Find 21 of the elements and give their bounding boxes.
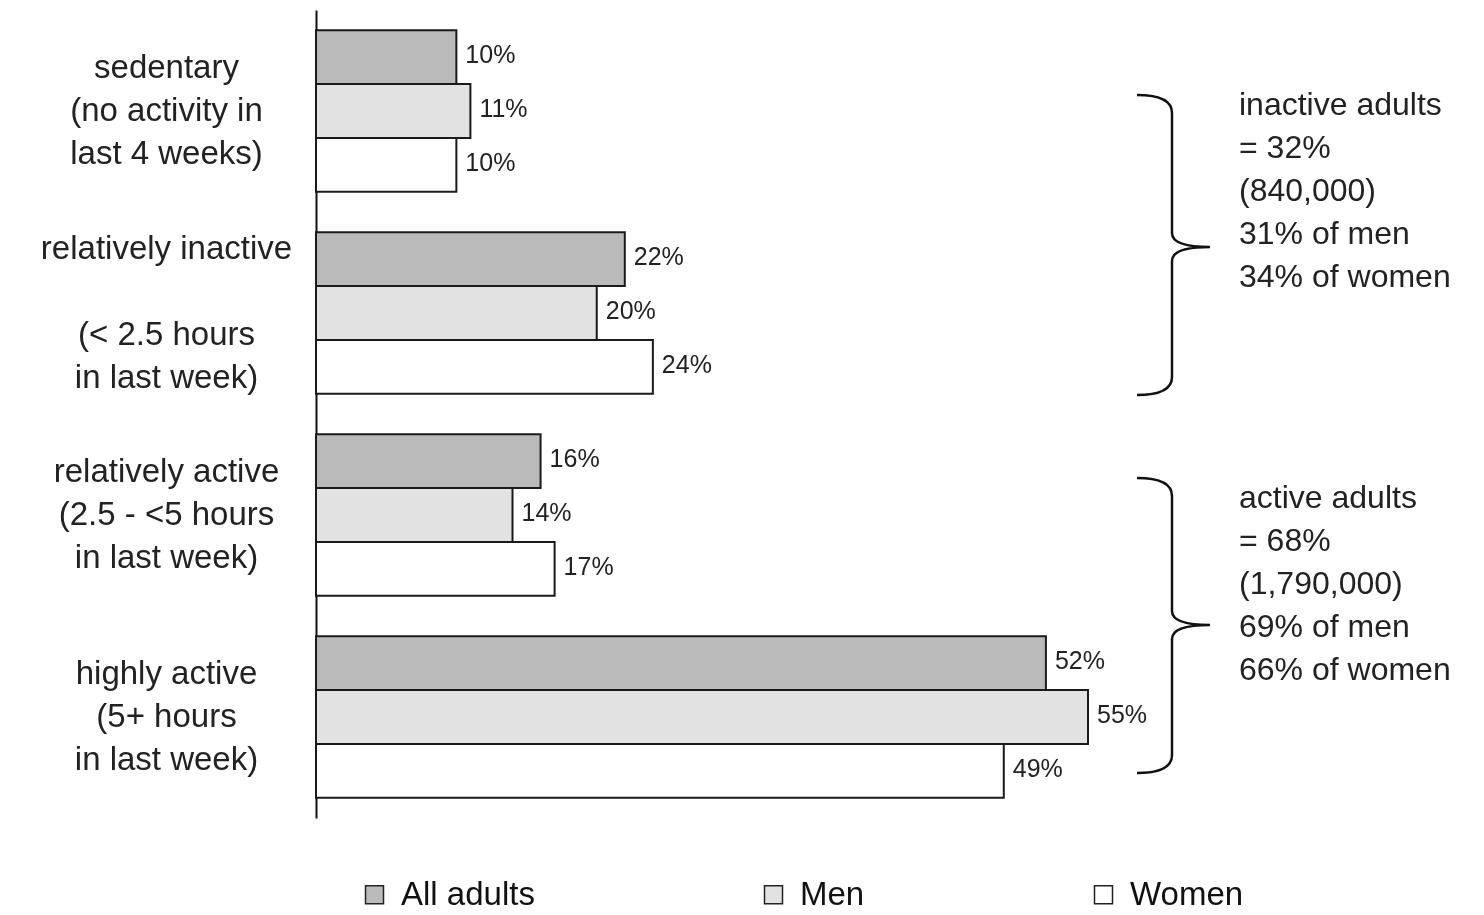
data-label: 22% — [633, 242, 684, 271]
data-label: 24% — [661, 349, 712, 378]
category-label: relatively inactive (< 2.5 hours in last week) — [40, 228, 293, 395]
y-tick-label: highly active (5+ hours in last week) — [74, 654, 259, 777]
data-label: 11% — [479, 94, 528, 122]
y-tick-label: relatively active (2.5 - <5 hours in last week) — [53, 452, 280, 575]
data-label: 10% — [465, 40, 516, 69]
data-label: 17% — [563, 551, 614, 580]
y-tick-label: sedentary (no activity in last 4 weeks) — [70, 48, 263, 171]
data-label: 14% — [521, 498, 572, 526]
data-label: 52% — [1054, 646, 1105, 675]
legend-label: Men — [800, 874, 865, 912]
text: active adults = 68% (1,790,000) 69% of men 66% of women — [1239, 479, 1451, 687]
data-label: 16% — [549, 444, 600, 473]
data-label: 10% — [465, 147, 516, 176]
data-label: 49% — [1012, 753, 1063, 782]
data-label: 55% — [1097, 700, 1148, 728]
data-label: 20% — [605, 296, 656, 324]
legend-label: All adults — [401, 874, 535, 912]
text: inactive adults = 32% (840,000) 31% of men 34% of women — [1239, 86, 1451, 294]
legend-label: Women — [1130, 874, 1244, 912]
